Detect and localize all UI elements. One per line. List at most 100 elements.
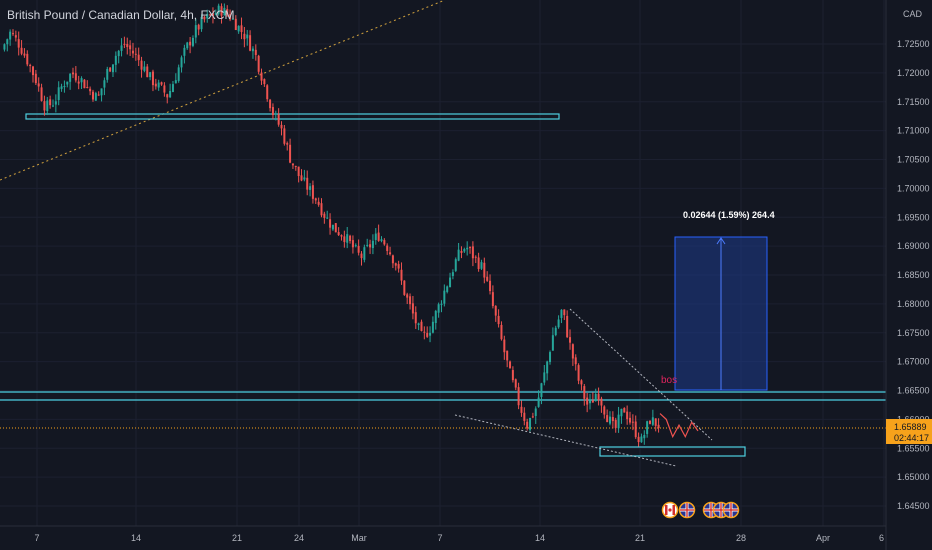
canada-flag-icon[interactable] — [661, 501, 679, 519]
candle-up — [214, 13, 217, 15]
candle-down — [343, 236, 346, 243]
candle-down — [389, 252, 392, 255]
price-tick-label: 1.68500 — [897, 270, 930, 280]
time-axis[interactable]: 7 14 21 24 Mar 7 14 21 28 Apr 6 — [34, 533, 884, 543]
candle-up — [346, 234, 349, 243]
candle-up — [57, 87, 60, 101]
candle-down — [71, 72, 74, 75]
candle-down — [257, 55, 260, 72]
candle-down — [297, 166, 300, 177]
candle-up — [537, 397, 540, 407]
candle-down — [600, 398, 603, 406]
candle-down — [477, 257, 480, 269]
candle-down — [254, 49, 257, 55]
candle-up — [183, 47, 186, 56]
candle-up — [354, 245, 357, 247]
candle-down — [531, 416, 534, 418]
candle-down — [334, 223, 337, 233]
candle-up — [186, 42, 189, 49]
candle-up — [446, 286, 449, 292]
price-tick-label: 1.69000 — [897, 241, 930, 251]
candle-down — [414, 312, 417, 324]
candle-up — [106, 68, 109, 80]
candle-down — [603, 406, 606, 415]
candle-up — [6, 39, 9, 45]
candle-down — [611, 417, 614, 422]
candle-down — [360, 253, 363, 259]
price-tick-label: 1.64500 — [897, 501, 930, 511]
price-tick-label: 1.65000 — [897, 472, 930, 482]
uk-flag-icon[interactable] — [722, 501, 740, 519]
candle-up — [331, 224, 334, 230]
candle-up — [69, 73, 72, 82]
candle-up — [174, 80, 177, 84]
candle-down — [243, 33, 246, 40]
candle-up — [443, 290, 446, 304]
candle-down — [586, 397, 589, 405]
candle-up — [177, 67, 180, 81]
candle-down — [226, 9, 229, 15]
candle-down — [411, 303, 414, 314]
candle-down — [520, 406, 523, 413]
candle-up — [157, 82, 160, 88]
candle-up — [417, 323, 420, 325]
time-tick-label: 28 — [736, 533, 746, 543]
candle-up — [217, 5, 220, 14]
candle-up — [431, 321, 434, 333]
candle-down — [211, 13, 214, 16]
candle-down — [460, 250, 463, 253]
candle-up — [380, 239, 383, 242]
candle-down — [577, 365, 580, 381]
candle-down — [91, 91, 94, 100]
candle-up — [546, 361, 549, 374]
candle-up — [609, 416, 612, 424]
candle-down — [17, 39, 20, 48]
candle-up — [237, 25, 240, 32]
candle-down — [509, 361, 512, 369]
candle-down — [591, 400, 594, 403]
candle-down — [351, 240, 354, 248]
candle-down — [89, 88, 92, 92]
candle-down — [291, 163, 294, 166]
candle-down — [383, 240, 386, 245]
candle-up — [371, 240, 374, 249]
lower-trend-line — [454, 414, 677, 467]
current-price-value: 1.65889 — [894, 422, 927, 432]
time-tick-label: 14 — [131, 533, 141, 543]
candle-down — [357, 245, 360, 253]
candle-down — [526, 421, 529, 429]
price-tick-label: 1.69500 — [897, 212, 930, 222]
candle-up — [617, 414, 620, 429]
candle-down — [234, 18, 237, 31]
candle-up — [543, 372, 546, 383]
time-tick-label: 14 — [535, 533, 545, 543]
candle-down — [220, 6, 223, 16]
candle-down — [494, 305, 497, 316]
candle-down — [29, 64, 32, 67]
price-tick-label: 1.67000 — [897, 357, 930, 367]
candle-up — [463, 249, 466, 252]
uk-flag-icon[interactable] — [678, 501, 696, 519]
candle-down — [623, 408, 626, 413]
candle-down — [109, 67, 112, 72]
candle-up — [231, 18, 234, 20]
candle-down — [266, 85, 269, 100]
candle-up — [66, 81, 69, 85]
candle-down — [369, 244, 372, 248]
candle-up — [549, 352, 552, 362]
candle-up — [206, 13, 209, 19]
event-icons[interactable] — [661, 501, 740, 519]
candle-down — [626, 411, 629, 420]
candle-down — [269, 99, 272, 109]
price-tick-label: 1.68000 — [897, 299, 930, 309]
candle-down — [340, 235, 343, 237]
candle-down — [97, 94, 100, 96]
candle-down — [486, 276, 489, 281]
current-price-tag — [886, 419, 932, 444]
candle-up — [80, 78, 83, 83]
candle-down — [271, 107, 274, 116]
candle-down — [606, 415, 609, 423]
candle-down — [403, 280, 406, 295]
